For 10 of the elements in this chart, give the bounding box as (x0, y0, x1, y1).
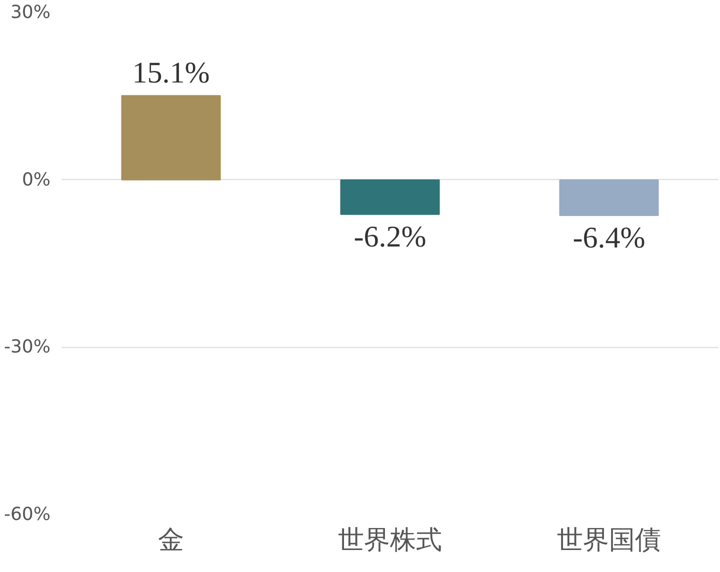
x-tick-label: 金 (158, 526, 184, 556)
y-tick-label: 0% (22, 169, 51, 190)
data-label: -6.4% (572, 222, 646, 255)
y-tick-label: -60% (4, 504, 51, 525)
data-label: 15.1% (132, 56, 210, 90)
x-tick-label: 世界国債 (557, 526, 661, 556)
y-tick-label: 30% (10, 2, 51, 23)
data-label: -6.2% (354, 220, 426, 254)
y-tick-label: -30% (4, 336, 51, 358)
x-tick-label: 世界株式 (338, 526, 442, 556)
